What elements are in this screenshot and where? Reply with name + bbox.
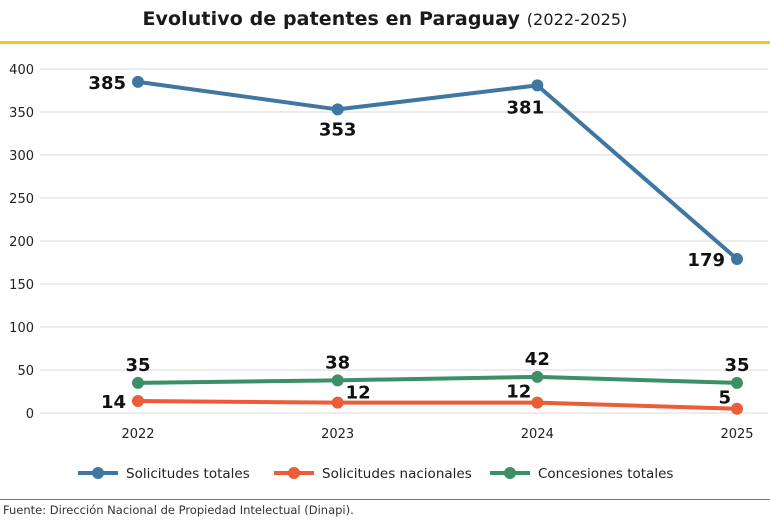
y-tick-label: 0: [26, 407, 34, 422]
series-line: [137, 374, 738, 385]
legend-label: Solicitudes totales: [126, 466, 250, 482]
x-tick-label: 2025: [720, 427, 753, 442]
data-point: [331, 396, 344, 409]
data-point: [531, 370, 544, 383]
data-point: [531, 396, 544, 409]
y-tick-label: 100: [9, 321, 34, 336]
series-line: [137, 79, 739, 261]
data-point: [731, 253, 743, 266]
legend-swatch-marker: [504, 467, 516, 479]
y-tick-label: 300: [9, 149, 34, 164]
y-tick-label: 400: [9, 63, 34, 78]
y-tick-label: 150: [9, 278, 34, 293]
source-note: Fuente: Dirección Nacional de Propiedad …: [3, 503, 354, 517]
gridlines: [40, 68, 768, 414]
data-point: [132, 75, 144, 88]
series-line: [137, 398, 738, 411]
data-labels: 385 353 381 179 14 12 12 5 35 38 42 35: [88, 73, 749, 413]
data-label: 353: [319, 119, 357, 140]
data-label: 38: [325, 352, 350, 373]
data-label: 14: [101, 392, 126, 413]
legend-item: Concesiones totales: [490, 466, 673, 482]
data-label: 35: [125, 355, 150, 376]
chart-title-sub: (2022-2025): [526, 10, 628, 29]
data-label: 42: [525, 349, 550, 370]
data-point: [331, 374, 344, 387]
data-point: [731, 376, 743, 389]
data-label: 385: [88, 73, 126, 94]
y-tick-label: 50: [17, 364, 34, 379]
chart-title-main: Evolutivo de patentes en Paraguay: [142, 8, 520, 30]
legend-item: Solicitudes nacionales: [274, 466, 472, 482]
data-label: 35: [724, 355, 749, 376]
data-point: [132, 376, 144, 389]
data-point: [531, 79, 544, 92]
y-tick-label: 200: [9, 235, 34, 250]
legend-swatch-marker: [288, 467, 300, 479]
legend-label: Concesiones totales: [538, 466, 673, 482]
y-tick-label: 350: [9, 106, 34, 121]
legend-item: Solicitudes totales: [78, 466, 250, 482]
data-label: 381: [507, 97, 545, 118]
data-label: 179: [687, 250, 725, 271]
legend: Solicitudes totales Solicitudes nacionale…: [78, 466, 673, 482]
data-label: 12: [346, 383, 371, 404]
series-lines: [137, 79, 739, 411]
data-point: [132, 394, 144, 407]
data-label: 12: [506, 382, 531, 403]
x-axis-ticks: 2022 2023 2024 2025: [121, 427, 753, 442]
data-point: [731, 402, 743, 415]
source-divider: [0, 499, 770, 500]
x-tick-label: 2022: [121, 427, 154, 442]
x-tick-label: 2023: [321, 427, 354, 442]
x-tick-label: 2024: [521, 427, 554, 442]
y-axis-ticks: 0 50 100 150 200 250 300 350 400: [9, 63, 34, 422]
y-tick-label: 250: [9, 192, 34, 207]
chart-title: Evolutivo de patentes en Paraguay (2022-…: [0, 8, 770, 30]
data-point: [331, 103, 344, 116]
legend-label: Solicitudes nacionales: [322, 466, 472, 482]
data-label: 5: [718, 388, 731, 409]
series-points: [132, 75, 743, 415]
legend-swatch-marker: [92, 467, 104, 479]
title-underline: [0, 41, 770, 44]
